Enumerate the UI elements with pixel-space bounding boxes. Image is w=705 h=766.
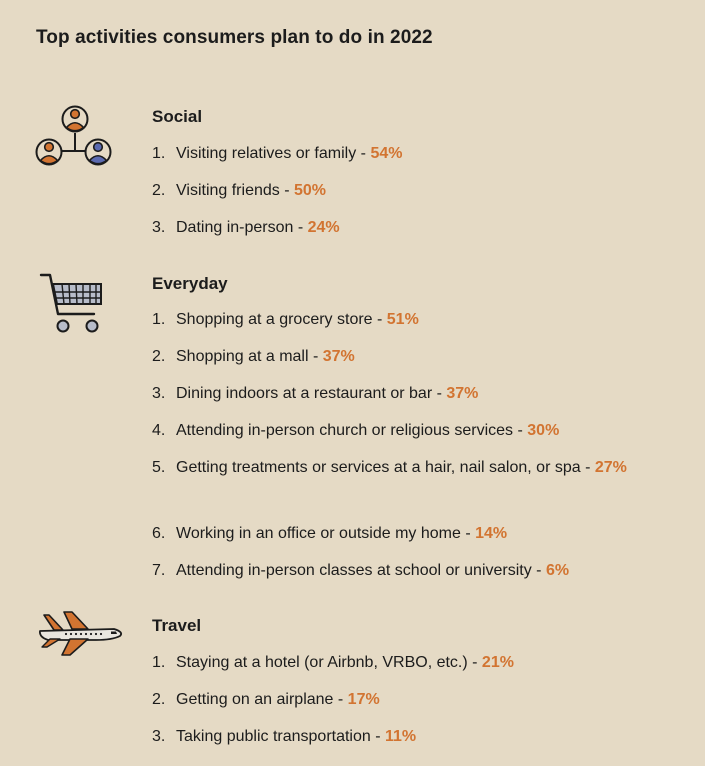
list-item: 6. Working in an office or outside my ho… [152, 525, 508, 542]
list-item: 1. Shopping at a grocery store - 51% [152, 311, 419, 328]
section-heading-travel: Travel [152, 616, 202, 635]
percent-value: 30% [527, 422, 560, 439]
percent-value: 37% [446, 385, 479, 402]
percent-value: 27% [594, 459, 627, 476]
airplane-icon [39, 611, 123, 656]
list-item: 1. Visiting relatives or family - 54% [152, 145, 403, 162]
percent-value: 54% [370, 145, 403, 162]
list-item: 3. Dating in-person - 24% [152, 219, 340, 236]
list-item: 7. Attending in-person classes at school… [152, 562, 570, 579]
people-network-icon [35, 105, 112, 166]
section-heading-social: Social [152, 107, 203, 126]
list-item: 3. Taking public transportation - 11% [152, 728, 417, 745]
list-item: 3. Dining indoors at a restaurant or bar… [152, 385, 479, 402]
percent-value: 24% [307, 219, 340, 236]
shopping-cart-icon [39, 273, 102, 333]
list-item: 2. Visiting friends - 50% [152, 182, 327, 199]
page-title: Top activities consumers plan to do in 2… [36, 27, 433, 48]
percent-value: 17% [347, 691, 380, 708]
percent-value: 37% [322, 348, 355, 365]
list-item: 1. Staying at a hotel (or Airbnb, VRBO, … [152, 654, 514, 671]
list-item: 4. Attending in-person church or religio… [152, 422, 560, 439]
list-item: 2. Getting on an airplane - 17% [152, 691, 380, 708]
percent-value: 51% [386, 311, 419, 328]
list-item: 2. Shopping at a mall - 37% [152, 348, 355, 365]
percent-value: 6% [545, 562, 570, 579]
percent-value: 21% [481, 654, 514, 671]
percent-value: 11% [385, 728, 417, 745]
percent-value: 50% [293, 182, 327, 199]
list-item: 5. Getting treatments or services at a h… [152, 459, 627, 476]
section-heading-everyday: Everyday [152, 274, 228, 293]
percent-value: 14% [475, 525, 508, 542]
